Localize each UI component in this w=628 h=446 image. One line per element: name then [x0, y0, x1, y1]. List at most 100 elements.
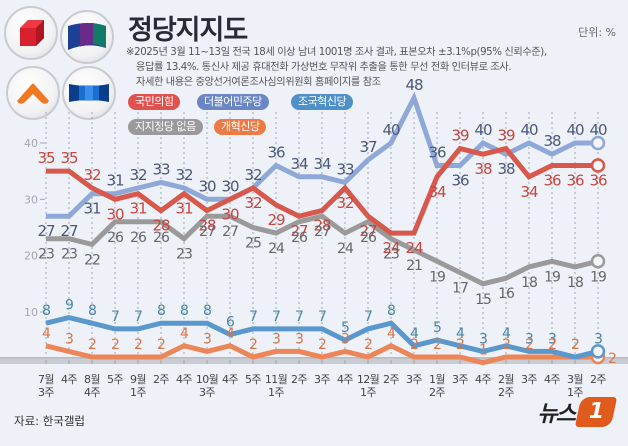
democratic-party-logo-icon — [60, 10, 114, 64]
data-label-none: 16 — [498, 286, 515, 302]
data-label-reform: 2 — [157, 337, 165, 353]
data-label-ppp: 31 — [175, 200, 193, 218]
data-label-ppp: 31 — [129, 200, 147, 218]
x-tick-label: 2주 — [383, 373, 399, 386]
data-label-dpk: 31 — [106, 172, 124, 190]
x-tick-label: 1주 — [567, 386, 583, 399]
data-label-reform: 2 — [249, 337, 257, 353]
data-label-none: 15 — [475, 292, 491, 308]
data-label-reform: 2 — [571, 337, 579, 353]
data-label-dpk: 30 — [221, 177, 239, 195]
data-label-reform: 2 — [548, 337, 556, 353]
data-label-rebuild: 5 — [341, 320, 349, 336]
series-end-marker-dpk — [590, 135, 606, 151]
data-label-dpk: 40 — [382, 121, 400, 139]
data-label-none: 23 — [38, 247, 54, 263]
data-label-ppp: 36 — [589, 172, 607, 190]
data-label-rebuild: 7 — [111, 309, 119, 325]
data-label-reform: 2 — [410, 337, 418, 353]
data-label-none: 26 — [360, 230, 377, 246]
data-label-ppp: 35 — [60, 149, 78, 167]
data-label-none: 27 — [222, 224, 238, 240]
data-label-reform: 2 — [502, 337, 510, 353]
data-label-ppp: 39 — [497, 127, 515, 145]
data-label-reform: 2 — [134, 337, 142, 353]
x-tick-label: 1월 — [429, 373, 445, 386]
data-label-dpk: 33 — [336, 160, 354, 178]
data-label-rebuild: 3 — [594, 331, 602, 347]
data-label-dpk: 37 — [359, 138, 377, 156]
data-label-reform: 3 — [272, 331, 280, 347]
x-tick-label: 10월 — [196, 373, 219, 386]
data-label-none: 23 — [176, 247, 192, 263]
x-tick-label: 5주 — [245, 373, 261, 386]
x-tick-label: 11월 — [265, 373, 288, 386]
data-label-ppp: 27 — [359, 222, 377, 240]
page-title: 정당지지도 — [128, 15, 248, 46]
data-label-dpk: 27 — [37, 222, 55, 240]
data-label-dpk: 27 — [60, 222, 78, 240]
data-label-dpk: 31 — [83, 200, 101, 218]
series-line-ppp — [46, 145, 598, 236]
data-label-ppp: 29 — [267, 211, 285, 229]
y-tick-label: 20 — [24, 250, 38, 263]
series-line-dpk — [46, 91, 598, 219]
data-label-none: 17 — [452, 281, 468, 297]
data-label-rebuild: 7 — [272, 309, 280, 325]
data-label-reform: 4 — [387, 326, 396, 342]
data-label-ppp: 36 — [566, 172, 584, 190]
y-tick-label: 30 — [24, 193, 38, 206]
x-tick-label: 2주 — [153, 373, 169, 386]
x-tick-label: 3주 — [406, 373, 422, 386]
data-label-rebuild: 8 — [42, 303, 50, 319]
data-label-dpk: 40 — [520, 121, 538, 139]
x-tick-label: 7월 — [38, 373, 54, 386]
data-label-ppp: 27 — [290, 222, 308, 240]
x-tick-label: 9월 — [130, 373, 146, 386]
data-label-ppp: 39 — [451, 127, 469, 145]
legend-chip-ppp: 국민의힘 — [128, 94, 181, 110]
data-label-ppp: 32 — [244, 194, 262, 212]
x-tick-label: 4주 — [176, 373, 192, 386]
data-label-ppp: 32 — [83, 166, 101, 184]
data-label-none: 27 — [314, 224, 330, 240]
x-tick-label: 2주 — [590, 373, 606, 386]
data-label-dpk: 38 — [497, 160, 515, 178]
data-label-reform: 3 — [203, 331, 211, 347]
data-label-ppp: 34 — [428, 183, 446, 201]
data-label-dpk: 30 — [198, 177, 216, 195]
data-label-rebuild: 7 — [134, 309, 142, 325]
data-label-rebuild: 8 — [157, 303, 165, 319]
data-label-reform: 2 — [433, 337, 441, 353]
data-label-rebuild: 3 — [548, 331, 556, 347]
unit-label: 단위: % — [578, 26, 616, 39]
data-label-ppp: 38 — [474, 160, 492, 178]
data-label-rebuild: 9 — [65, 298, 73, 314]
data-label-rebuild: 4 — [502, 326, 511, 342]
data-label-dpk: 40 — [474, 121, 492, 139]
x-tick-label: 2주 — [498, 386, 514, 399]
series-line-none — [46, 213, 599, 287]
data-label-dpk: 40 — [589, 121, 607, 139]
x-tick-label: 3주 — [521, 373, 537, 386]
y-tick-label: 10 — [24, 306, 38, 319]
data-label-none: 22 — [84, 252, 100, 268]
x-tick-label: 3주 — [199, 386, 215, 399]
brand-text: 뉴스 — [537, 402, 577, 427]
data-label-none: 23 — [61, 247, 77, 263]
data-label-reform: 2 — [111, 337, 119, 353]
data-label-reform: 3 — [341, 331, 349, 347]
x-tick-label: 2주 — [291, 373, 307, 386]
x-tick-label: 8월 — [84, 373, 100, 386]
data-label-reform: 1 — [479, 343, 487, 359]
series-end-marker-ppp — [590, 158, 606, 173]
data-label-rebuild: 7 — [249, 309, 257, 325]
data-label-ppp: 30 — [106, 205, 124, 223]
data-label-reform: 2 — [88, 337, 96, 353]
data-label-reform: 4 — [180, 326, 189, 342]
data-label-reform: 2 — [456, 337, 464, 353]
data-label-none: 23 — [383, 247, 399, 263]
data-label-reform: 3 — [65, 331, 73, 347]
data-label-dpk: 32 — [175, 166, 193, 184]
x-tick-label: 1주 — [360, 386, 376, 399]
